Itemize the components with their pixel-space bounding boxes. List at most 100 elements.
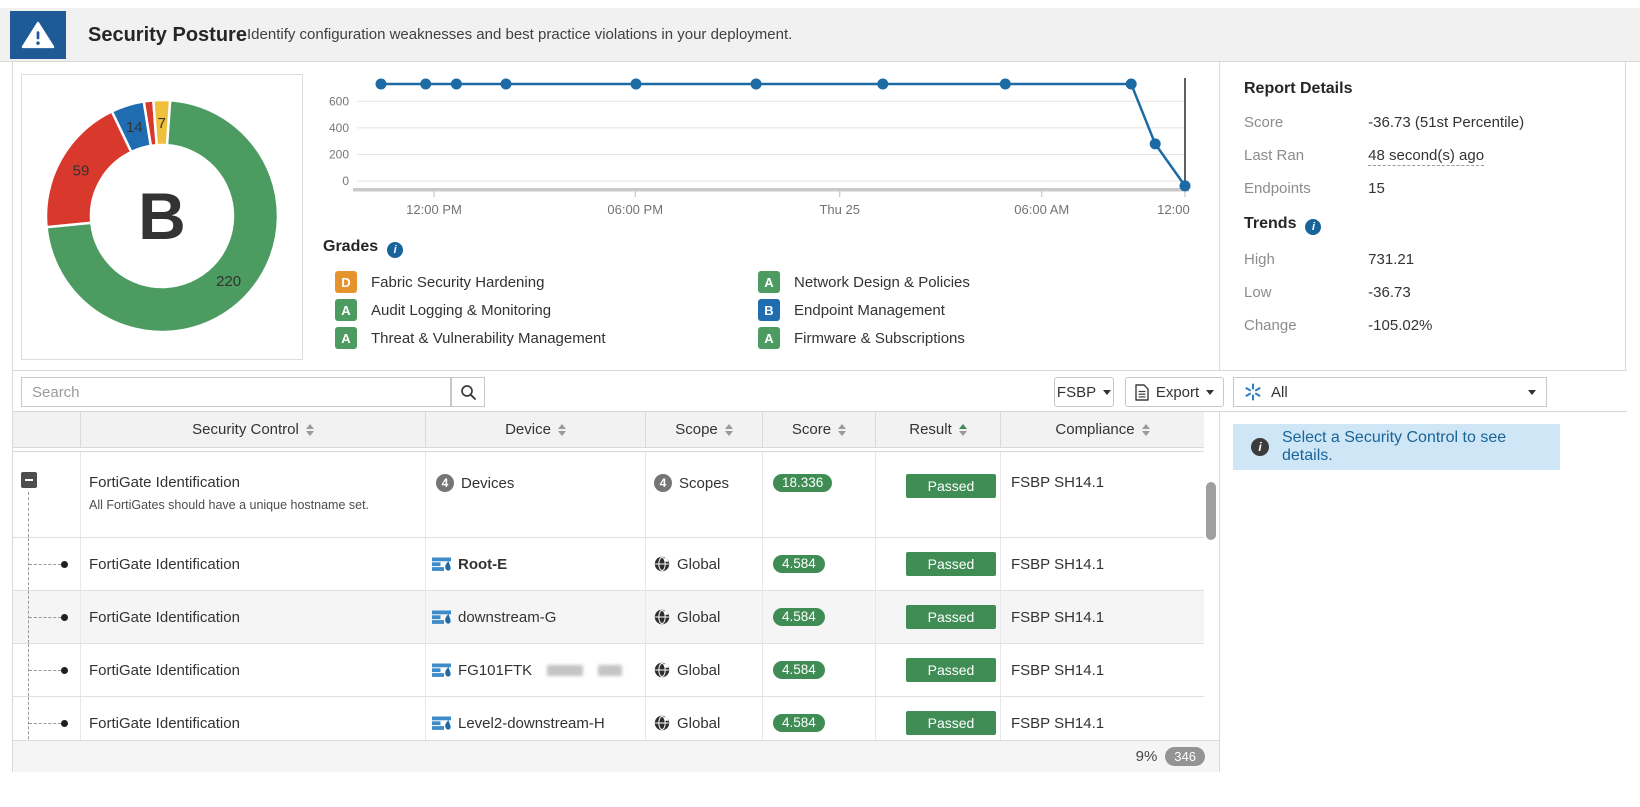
result-cell: Passed <box>876 697 1001 749</box>
scope-label: Global <box>677 661 721 679</box>
device-count-label: Devices <box>461 474 515 492</box>
chart-data-point[interactable] <box>420 78 432 90</box>
grade-letter-badge: A <box>335 299 357 321</box>
security-posture-alert-icon <box>10 11 66 59</box>
export-dropdown-button[interactable]: Export <box>1125 377 1224 407</box>
grade-donut-card: 220 59 14 7 B <box>21 74 303 360</box>
fabric-icon <box>1245 383 1261 401</box>
donut-segment-label: 14 <box>126 119 143 136</box>
fortigate-device-icon <box>432 610 451 624</box>
change-value: -105.02% <box>1368 317 1433 334</box>
score-value: -36.73 (51st Percentile) <box>1368 114 1525 131</box>
column-header-score[interactable]: Score <box>763 412 876 447</box>
chart-data-point[interactable] <box>500 78 512 90</box>
table-row[interactable]: FortiGate Identification FG101FTK Global… <box>13 643 1204 696</box>
fsbp-dropdown-button[interactable]: FSBP <box>1054 377 1114 407</box>
fabric-scope-select[interactable]: All <box>1233 377 1547 407</box>
result-cell: Passed <box>876 538 1001 590</box>
page-title: Security Posture <box>88 24 247 46</box>
column-header-scope[interactable]: Scope <box>646 412 763 447</box>
info-icon[interactable]: i <box>387 242 404 258</box>
high-value: 731.21 <box>1368 251 1415 268</box>
column-header-device[interactable]: Device <box>426 412 646 447</box>
search-icon <box>460 384 476 400</box>
change-label: Change <box>1244 317 1297 334</box>
row-tree-cell <box>13 538 81 590</box>
result-badge: Passed <box>906 474 996 498</box>
x-axis-tick-label: Thu 25 <box>819 202 859 217</box>
device-name: Level2-downstream-H <box>458 714 605 732</box>
scope-cell: Global <box>646 538 763 590</box>
high-label: High <box>1244 251 1275 268</box>
collapse-row-button[interactable] <box>21 472 37 488</box>
row-tree-cell <box>13 452 81 537</box>
scope-count-badge: 4 <box>654 474 672 492</box>
grade-item: B Endpoint Management <box>758 296 1213 324</box>
chart-data-point[interactable] <box>750 78 762 90</box>
low-label: Low <box>1244 284 1272 301</box>
table-row[interactable]: FortiGate Identification downstream-G Gl… <box>13 590 1204 643</box>
y-axis-tick-label: 0 <box>342 174 349 188</box>
chart-data-point[interactable] <box>450 78 462 90</box>
warning-triangle-icon <box>21 21 55 49</box>
main-content: 220 59 14 7 B 0 200 400 600 12:00 PM 06:00 PM Thu… <box>12 62 1627 772</box>
compliance-cell: FSBP SH14.1 <box>1001 538 1204 590</box>
grade-category-label: Fabric Security Hardening <box>371 273 545 291</box>
compliance-label: FSBP SH14.1 <box>1011 474 1105 491</box>
sort-icon <box>305 423 314 436</box>
last-ran-value[interactable]: 48 second(s) ago <box>1368 147 1485 166</box>
chart-data-point[interactable] <box>630 78 642 90</box>
tree-connector <box>29 564 61 565</box>
chart-data-point[interactable] <box>1149 138 1161 150</box>
result-cell: Passed <box>876 591 1001 643</box>
fortigate-device-icon <box>432 716 451 730</box>
compliance-cell: FSBP SH14.1 <box>1001 591 1204 643</box>
sort-icon <box>958 423 967 436</box>
chevron-down-icon <box>1103 389 1112 395</box>
grade-letter-badge: D <box>335 271 357 293</box>
banner-message: Select a Security Control to see details… <box>1282 429 1507 464</box>
control-name: FortiGate Identification <box>89 555 240 573</box>
scope-cell: 4 Scopes <box>646 452 763 537</box>
info-icon[interactable]: i <box>1305 219 1322 235</box>
scope-count-label: Scopes <box>679 474 730 492</box>
row-tree-cell <box>13 591 81 643</box>
scope-label: Global <box>677 608 721 626</box>
score-cell: 4.584 <box>763 644 876 696</box>
fortigate-device-icon <box>432 663 451 677</box>
score-trend-chart[interactable]: 0 200 400 600 12:00 PM 06:00 PM Thu 25 06:00 AM… <box>313 68 1213 228</box>
security-control-cell: FortiGate Identification <box>81 697 426 749</box>
search-button[interactable] <box>451 377 485 407</box>
table-row[interactable]: FortiGate Identification All FortiGates … <box>13 451 1204 537</box>
chart-data-point[interactable] <box>999 78 1011 90</box>
x-axis-tick-label: 12:00 PM <box>406 202 462 217</box>
chart-data-point[interactable] <box>877 78 889 90</box>
result-badge: Passed <box>906 711 996 735</box>
table-row[interactable]: FortiGate Identification Root-E Global 4.… <box>13 537 1204 590</box>
info-icon: i <box>1251 438 1269 456</box>
control-detail-panel: i Select a Security Control to see detai… <box>1220 412 1627 772</box>
column-header-compliance[interactable]: Compliance <box>1001 412 1204 447</box>
sort-icon <box>838 423 847 436</box>
chart-data-point[interactable] <box>1179 180 1191 192</box>
search-input[interactable] <box>21 377 451 407</box>
device-cell: 4 Devices <box>426 452 646 537</box>
chart-data-point[interactable] <box>375 78 387 90</box>
score-badge: 4.584 <box>773 661 825 679</box>
device-cell: downstream-G <box>426 591 646 643</box>
toolbar: FSBP Export <box>13 370 1627 412</box>
table-scrollbar-thumb[interactable] <box>1206 482 1216 540</box>
endpoints-label: Endpoints <box>1244 180 1311 197</box>
column-header-result[interactable]: Result <box>876 412 1001 447</box>
scope-cell: Global <box>646 591 763 643</box>
tree-node-dot <box>61 719 68 727</box>
chart-data-point[interactable] <box>1125 78 1137 90</box>
tree-node-dot <box>61 560 68 568</box>
device-name: FG101FTK <box>458 661 533 679</box>
score-cell: 4.584 <box>763 697 876 749</box>
device-cell: FG101FTK <box>426 644 646 696</box>
device-cell: Root-E <box>426 538 646 590</box>
column-header-security-control[interactable]: Security Control <box>81 412 426 447</box>
trends-heading: Trends <box>1244 215 1297 232</box>
